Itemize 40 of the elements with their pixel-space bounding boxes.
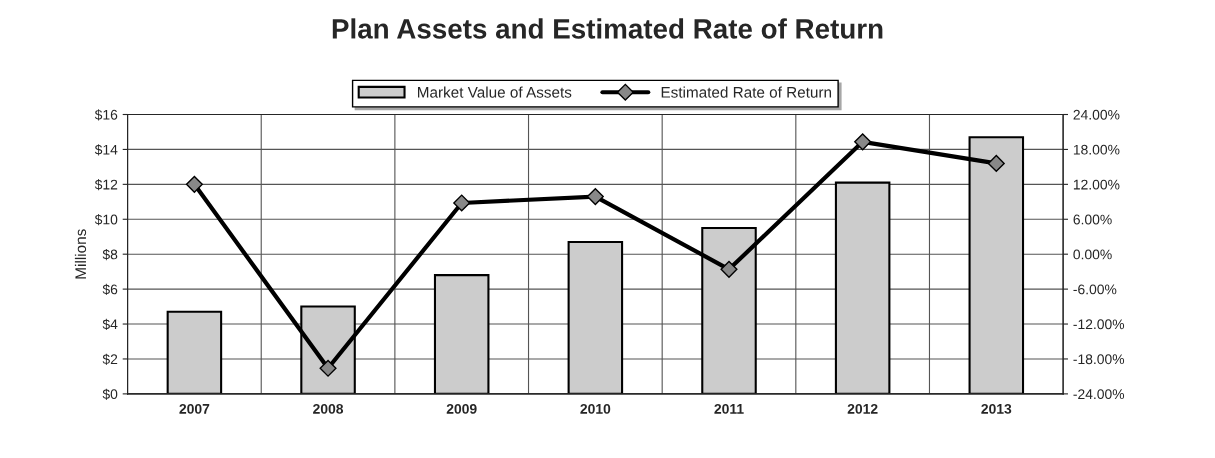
- y2-tick-label: -12.00%: [1073, 319, 1125, 330]
- y-tick-label: $8: [102, 248, 118, 261]
- y-tick-label: $6: [102, 283, 118, 296]
- x-tick-label: 2009: [446, 403, 477, 414]
- x-tick-label: 2007: [179, 403, 210, 414]
- y2-tick-label: 12.00%: [1073, 179, 1120, 190]
- x-tick-label: 2013: [981, 403, 1012, 414]
- y2-tick-label: 0.00%: [1073, 249, 1112, 260]
- x-tick-label: 2012: [847, 403, 878, 414]
- x-tick-label: 2010: [580, 403, 611, 414]
- y2-tick-label: 24.00%: [1073, 109, 1120, 120]
- point: [185, 175, 203, 193]
- y-tick-label: $12: [94, 179, 118, 191]
- y-tick-label: $4: [102, 318, 118, 331]
- y-tick-label: $16: [94, 109, 118, 121]
- chart-title: Plan Assets and Estimated Rate of Return: [332, 18, 883, 39]
- point: [720, 260, 738, 278]
- y2-tick-label: -18.00%: [1073, 354, 1125, 365]
- y2-tick-label: 18.00%: [1073, 144, 1120, 155]
- y-tick-label: $14: [94, 144, 118, 156]
- point: [319, 359, 337, 377]
- x-tick-label: 2011: [714, 403, 744, 414]
- bar: [166, 310, 223, 394]
- y2-tick-label: -6.00%: [1073, 284, 1117, 295]
- y-tick-label: $10: [94, 214, 118, 226]
- y-axis-title: Millions: [74, 229, 87, 279]
- y-tick-label: $2: [102, 353, 118, 365]
- point: [586, 188, 604, 206]
- x-tick-label: 2008: [313, 403, 344, 414]
- point: [987, 154, 1005, 172]
- y2-tick-label: 6.00%: [1073, 214, 1112, 225]
- y2-tick-label: -24.00%: [1073, 389, 1125, 400]
- point: [854, 133, 872, 151]
- legend-label: Market Value of Assets: [418, 86, 572, 98]
- bar: [433, 274, 490, 394]
- bar: [567, 240, 624, 394]
- y-tick-label: $0: [102, 388, 118, 400]
- legend-label: Estimated Rate of Return: [661, 86, 832, 98]
- point: [453, 194, 471, 212]
- bar: [834, 181, 891, 394]
